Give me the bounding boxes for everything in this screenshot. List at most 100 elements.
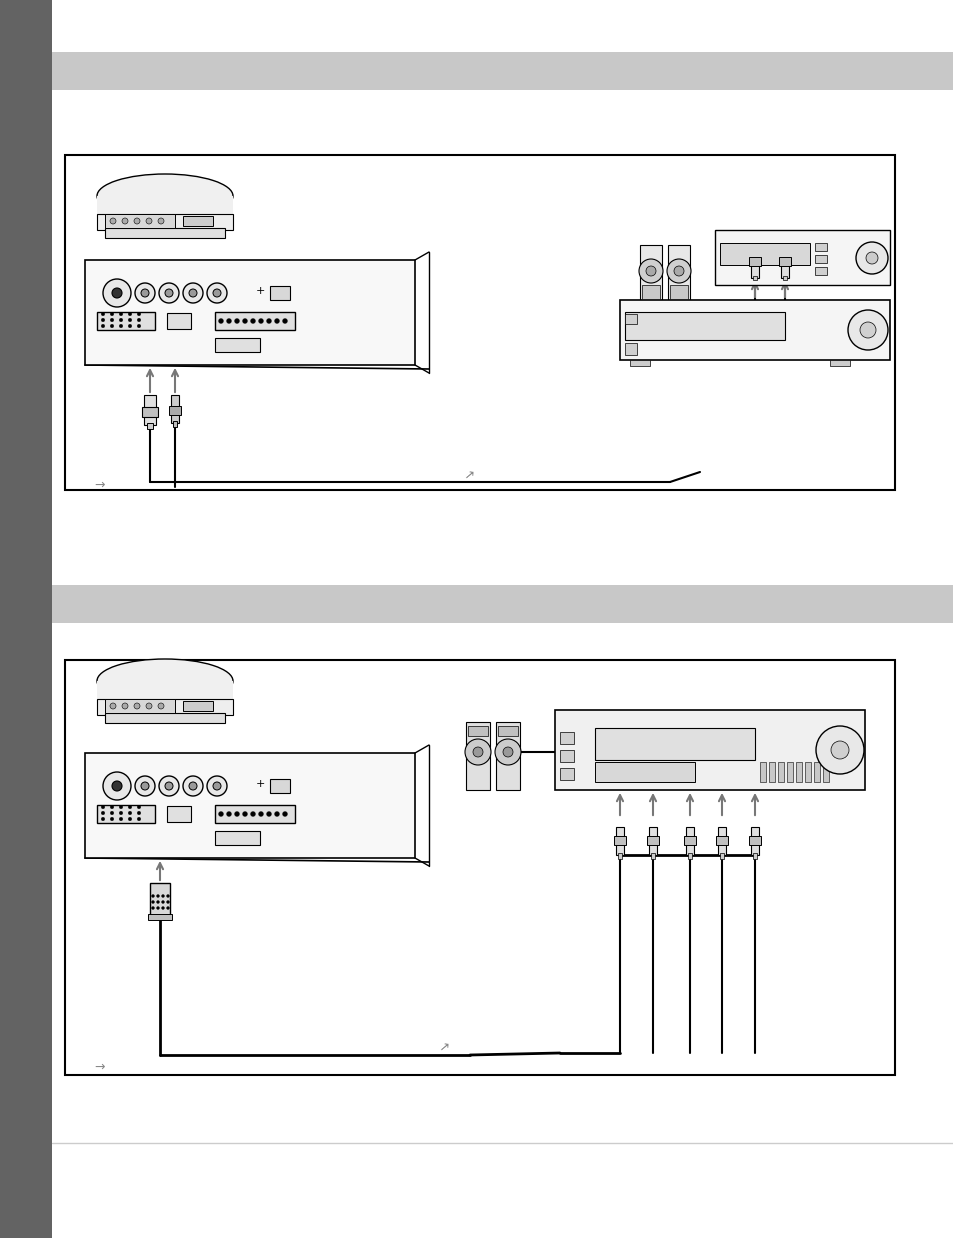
Bar: [748, 836, 760, 846]
Circle shape: [167, 900, 170, 904]
Circle shape: [111, 318, 113, 322]
Circle shape: [258, 318, 263, 323]
Circle shape: [242, 811, 247, 817]
Bar: [559, 732, 574, 744]
Bar: [795, 763, 801, 782]
Circle shape: [189, 288, 196, 297]
Bar: [829, 360, 849, 366]
Circle shape: [645, 266, 656, 276]
Bar: [65, 660, 894, 1075]
Circle shape: [183, 776, 203, 796]
Text: →: →: [94, 1061, 105, 1073]
Circle shape: [282, 318, 287, 323]
Circle shape: [112, 781, 122, 791]
Circle shape: [122, 703, 128, 709]
Bar: [468, 725, 488, 737]
Circle shape: [146, 218, 152, 224]
Bar: [105, 228, 225, 238]
Circle shape: [111, 811, 113, 815]
Circle shape: [159, 284, 179, 303]
Circle shape: [274, 318, 279, 323]
Bar: [629, 360, 649, 366]
Text: →: →: [461, 467, 477, 483]
Bar: [171, 395, 179, 423]
Circle shape: [128, 324, 132, 328]
Circle shape: [156, 900, 159, 904]
Bar: [142, 407, 158, 417]
Bar: [97, 196, 233, 215]
Bar: [595, 763, 695, 782]
Circle shape: [101, 318, 105, 322]
Bar: [624, 312, 784, 340]
Circle shape: [464, 739, 491, 765]
Bar: [648, 827, 657, 855]
Circle shape: [161, 906, 164, 910]
Bar: [150, 883, 170, 916]
Bar: [804, 763, 810, 782]
Circle shape: [133, 218, 140, 224]
Bar: [669, 285, 687, 300]
Circle shape: [128, 805, 132, 808]
Circle shape: [119, 318, 123, 322]
Circle shape: [847, 310, 887, 350]
Bar: [752, 853, 757, 859]
Bar: [97, 214, 233, 230]
Circle shape: [165, 288, 172, 297]
Bar: [148, 914, 172, 920]
Bar: [105, 214, 174, 228]
Circle shape: [165, 782, 172, 790]
Circle shape: [855, 241, 887, 274]
Bar: [768, 763, 774, 782]
Circle shape: [111, 324, 113, 328]
Circle shape: [274, 811, 279, 817]
Circle shape: [266, 318, 272, 323]
Circle shape: [110, 703, 116, 709]
Circle shape: [141, 782, 149, 790]
Bar: [646, 836, 659, 846]
Circle shape: [122, 218, 128, 224]
Circle shape: [258, 811, 263, 817]
Circle shape: [167, 906, 170, 910]
Circle shape: [207, 776, 227, 796]
Circle shape: [161, 895, 164, 898]
Bar: [760, 763, 765, 782]
Circle shape: [119, 324, 123, 328]
Ellipse shape: [97, 659, 233, 703]
Bar: [559, 750, 574, 763]
Bar: [624, 343, 637, 355]
Bar: [614, 836, 625, 846]
Circle shape: [158, 703, 164, 709]
Circle shape: [119, 817, 123, 821]
Bar: [782, 276, 786, 280]
Bar: [786, 763, 792, 782]
Bar: [167, 313, 191, 329]
Bar: [641, 285, 659, 300]
Circle shape: [473, 747, 482, 756]
Bar: [85, 260, 415, 365]
Bar: [720, 853, 723, 859]
Circle shape: [141, 288, 149, 297]
Bar: [183, 701, 213, 711]
Bar: [750, 827, 759, 855]
Bar: [814, 255, 826, 262]
Circle shape: [639, 259, 662, 284]
Circle shape: [119, 312, 123, 316]
Circle shape: [111, 817, 113, 821]
Circle shape: [830, 742, 848, 759]
Circle shape: [101, 312, 105, 316]
Bar: [270, 286, 290, 300]
Circle shape: [158, 218, 164, 224]
Circle shape: [152, 895, 154, 898]
Bar: [270, 779, 290, 794]
Bar: [105, 713, 225, 723]
Circle shape: [135, 284, 154, 303]
Bar: [814, 243, 826, 251]
Bar: [618, 853, 621, 859]
Bar: [167, 806, 191, 822]
Bar: [497, 725, 517, 737]
Bar: [624, 314, 637, 324]
Bar: [97, 699, 233, 716]
Circle shape: [251, 318, 255, 323]
Circle shape: [226, 811, 232, 817]
Bar: [616, 827, 623, 855]
